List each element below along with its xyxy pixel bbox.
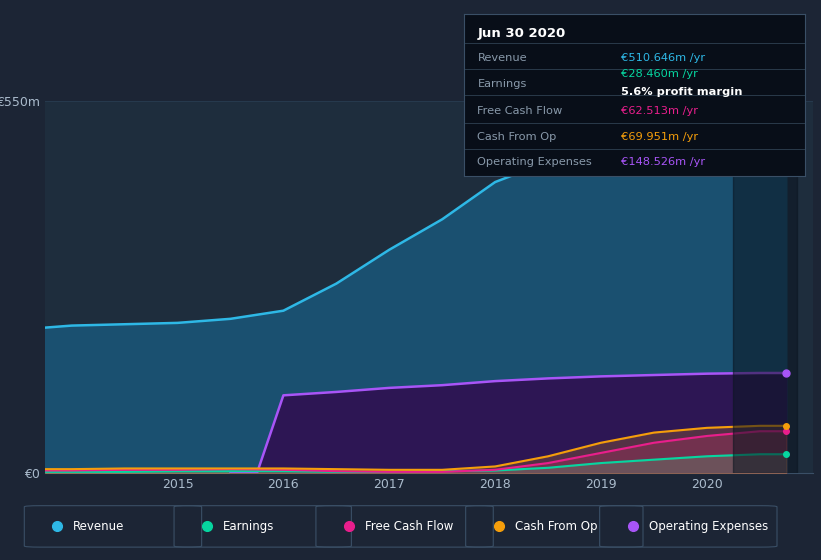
Bar (733, 101, 797, 473)
Text: Earnings: Earnings (478, 79, 527, 89)
Text: €62.513m /yr: €62.513m /yr (621, 106, 698, 116)
Text: €148.526m /yr: €148.526m /yr (621, 157, 704, 167)
Text: Operating Expenses: Operating Expenses (649, 520, 768, 533)
Text: €510.646m /yr: €510.646m /yr (621, 53, 704, 63)
Text: Cash From Op: Cash From Op (515, 520, 597, 533)
Text: Operating Expenses: Operating Expenses (478, 157, 592, 167)
Text: Revenue: Revenue (73, 520, 125, 533)
Text: Earnings: Earnings (223, 520, 274, 533)
Text: Jun 30 2020: Jun 30 2020 (478, 27, 566, 40)
Text: €28.460m /yr: €28.460m /yr (621, 69, 698, 79)
Text: Cash From Op: Cash From Op (478, 132, 557, 142)
Text: €69.951m /yr: €69.951m /yr (621, 132, 698, 142)
Text: Revenue: Revenue (478, 53, 527, 63)
Text: 5.6% profit margin: 5.6% profit margin (621, 87, 742, 97)
Text: Free Cash Flow: Free Cash Flow (478, 106, 562, 116)
Text: Free Cash Flow: Free Cash Flow (365, 520, 453, 533)
